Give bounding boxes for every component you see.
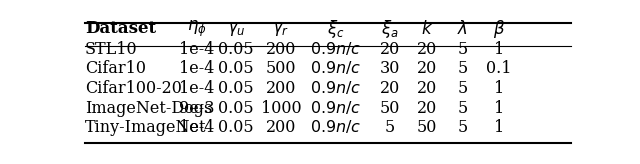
- Text: 1e-4: 1e-4: [179, 60, 214, 77]
- Text: 5: 5: [458, 60, 468, 77]
- Text: $\lambda$: $\lambda$: [458, 20, 468, 38]
- Text: 0.05: 0.05: [218, 100, 254, 117]
- Text: 5: 5: [458, 41, 468, 58]
- Text: 5: 5: [458, 100, 468, 117]
- Text: 20: 20: [417, 60, 437, 77]
- Text: $k$: $k$: [421, 20, 433, 38]
- Text: 0.05: 0.05: [218, 41, 254, 58]
- Text: $\eta_{\phi}$: $\eta_{\phi}$: [187, 18, 207, 39]
- Text: 1: 1: [494, 100, 504, 117]
- Text: $0.9n/c$: $0.9n/c$: [310, 60, 361, 77]
- Text: 1: 1: [494, 41, 504, 58]
- Text: $0.9n/c$: $0.9n/c$: [310, 119, 361, 136]
- Text: 50: 50: [380, 100, 400, 117]
- Text: $\xi_a$: $\xi_a$: [381, 18, 399, 40]
- Text: 500: 500: [266, 60, 296, 77]
- Text: STL10: STL10: [85, 41, 138, 58]
- Text: 200: 200: [266, 41, 296, 58]
- Text: $\gamma_r$: $\gamma_r$: [272, 20, 289, 38]
- Text: 20: 20: [417, 100, 437, 117]
- Text: 0.05: 0.05: [218, 119, 254, 136]
- Text: 1: 1: [494, 119, 504, 136]
- Text: 1: 1: [494, 80, 504, 97]
- Text: 5: 5: [385, 119, 395, 136]
- Text: 20: 20: [380, 41, 400, 58]
- Text: $0.9n/c$: $0.9n/c$: [310, 41, 361, 58]
- Text: 30: 30: [380, 60, 400, 77]
- Text: $\gamma_u$: $\gamma_u$: [227, 20, 246, 38]
- Text: 0.05: 0.05: [218, 60, 254, 77]
- Text: 50: 50: [417, 119, 437, 136]
- Text: 1000: 1000: [260, 100, 301, 117]
- Text: 1e-4: 1e-4: [179, 41, 214, 58]
- Text: 200: 200: [266, 119, 296, 136]
- Text: 5: 5: [458, 119, 468, 136]
- Text: 20: 20: [380, 80, 400, 97]
- Text: 9e-3: 9e-3: [179, 100, 214, 117]
- Text: 200: 200: [266, 80, 296, 97]
- Text: $\xi_c$: $\xi_c$: [326, 18, 344, 40]
- Text: 0.1: 0.1: [486, 60, 512, 77]
- Text: Dataset: Dataset: [85, 20, 156, 37]
- Text: ImageNet-Dogs: ImageNet-Dogs: [85, 100, 212, 117]
- Text: Tiny-ImageNet: Tiny-ImageNet: [85, 119, 207, 136]
- Text: 0.05: 0.05: [218, 80, 254, 97]
- Text: $\beta$: $\beta$: [493, 18, 505, 40]
- Text: 1e-4: 1e-4: [179, 80, 214, 97]
- Text: 1e-4: 1e-4: [179, 119, 214, 136]
- Text: Cifar10: Cifar10: [85, 60, 146, 77]
- Text: $0.9n/c$: $0.9n/c$: [310, 80, 361, 97]
- Text: 20: 20: [417, 41, 437, 58]
- Text: Cifar100-20: Cifar100-20: [85, 80, 182, 97]
- Text: 20: 20: [417, 80, 437, 97]
- Text: $0.9n/c$: $0.9n/c$: [310, 100, 361, 117]
- Text: 5: 5: [458, 80, 468, 97]
